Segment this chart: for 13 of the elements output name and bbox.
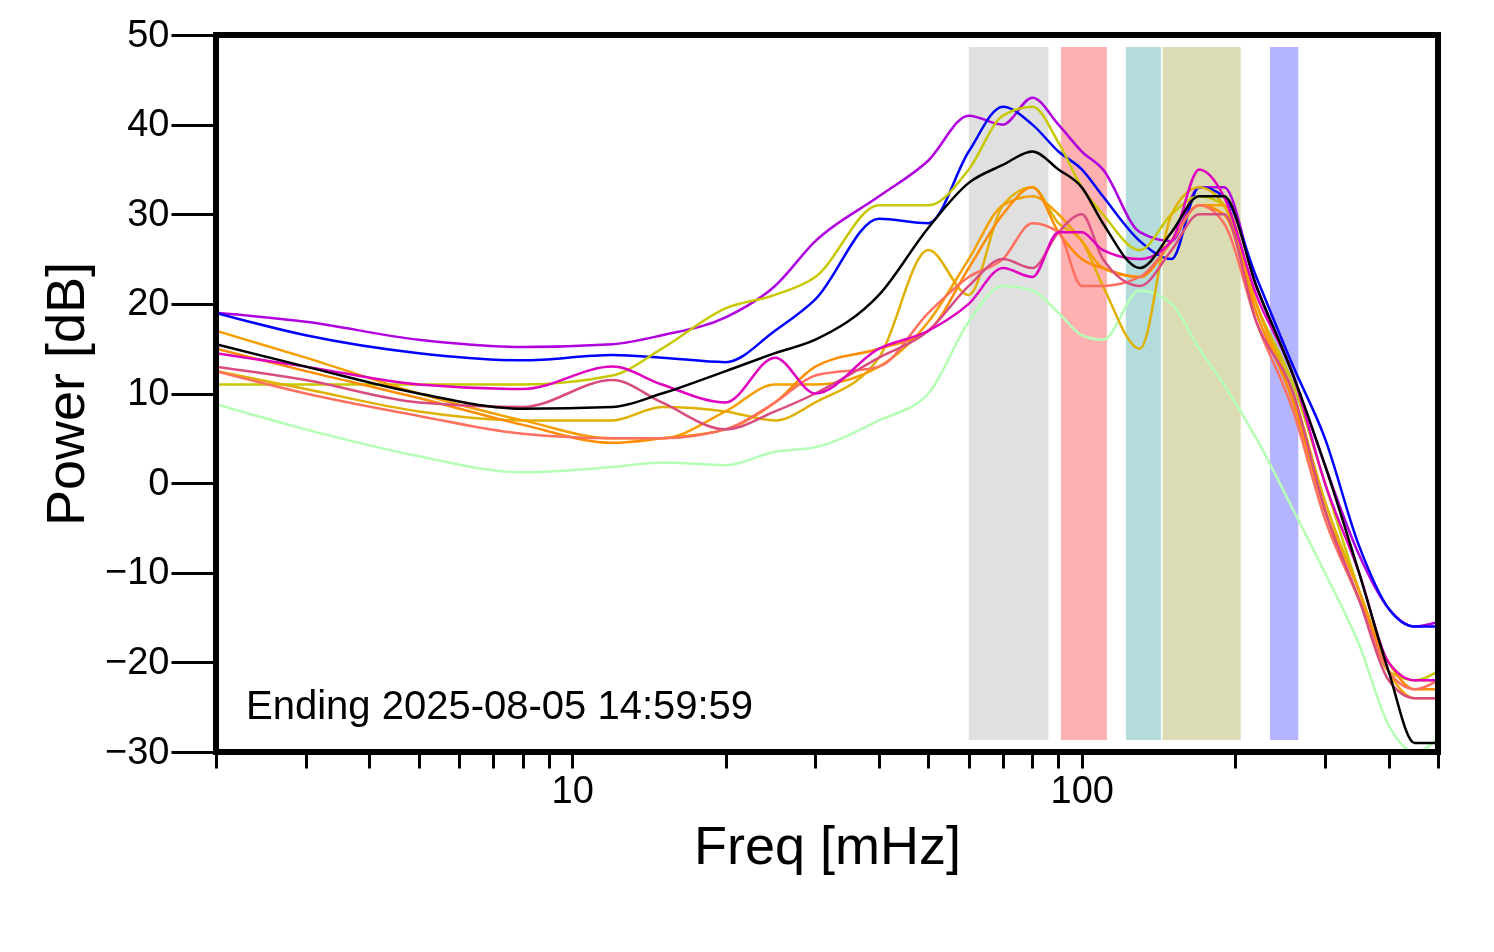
y-tick-label: 30	[127, 191, 170, 234]
y-tick-label: −30	[105, 729, 170, 772]
y-tick-label: 40	[127, 102, 170, 145]
y-axis-title: Power [dB]	[35, 261, 96, 527]
x-tick-label: 100	[1050, 768, 1115, 811]
y-tick-label: −10	[105, 550, 170, 593]
y-tick-label: −20	[105, 639, 170, 682]
x-axis-title: Freq [mHz]	[693, 814, 962, 875]
y-tick-label: 20	[127, 281, 170, 324]
y-tick-label: 10	[127, 371, 170, 413]
annotation: Ending 2025-08-05 14:59:59	[246, 683, 754, 727]
y-tick-label: 0	[148, 460, 170, 503]
y-tick-label: 50	[127, 12, 170, 55]
